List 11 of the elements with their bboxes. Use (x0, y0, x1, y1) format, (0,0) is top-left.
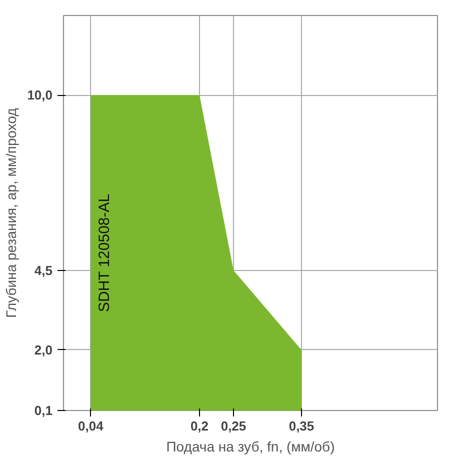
annotation: SDHT 120508-AL (96, 194, 114, 312)
x-tick-label: 0,04 (78, 418, 104, 434)
y-tick-label: 4,5 (34, 262, 53, 278)
y-axis-title: Глубина резания, ap, мм/проход (3, 108, 20, 318)
x-tick-label: 0,2 (190, 418, 209, 434)
y-tick-label: 0,1 (34, 403, 53, 418)
x-tick-label: 0,35 (288, 418, 314, 434)
y-tick-label: 10,0 (27, 88, 53, 103)
y-tick-label: 2,0 (34, 342, 53, 358)
x-tick-label: 0,25 (220, 418, 246, 434)
x-axis-title: Подача на зуб, fn, (мм/об) (166, 438, 335, 454)
